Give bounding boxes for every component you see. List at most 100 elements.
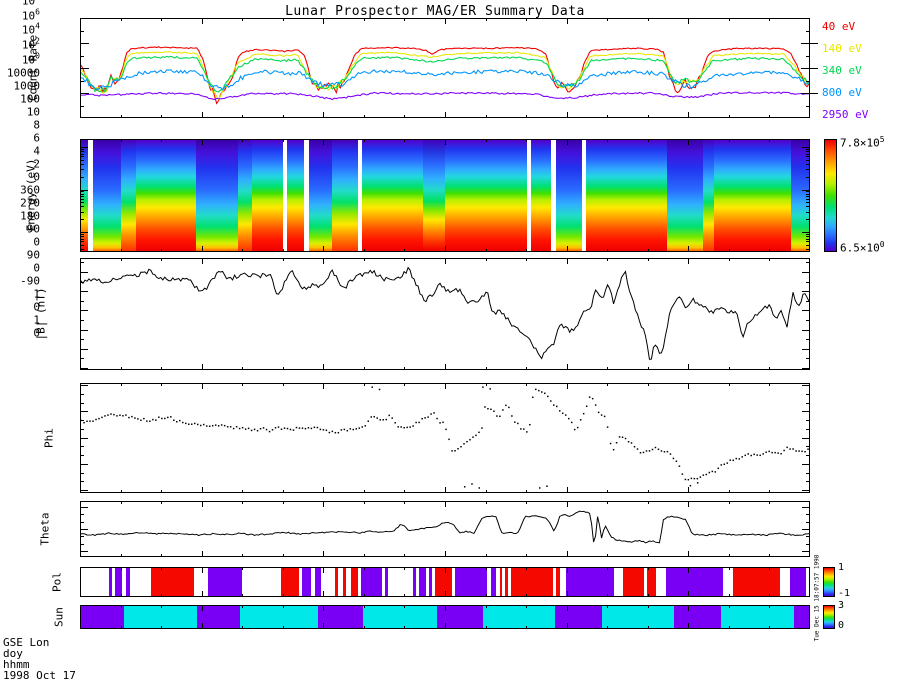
x-minor-tick (607, 501, 609, 504)
phi-dot (298, 427, 301, 429)
phi-dot (343, 428, 346, 431)
x-major-tick (201, 605, 203, 611)
phi-dot (436, 417, 438, 420)
y-tick (801, 43, 810, 44)
x-minor-tick (120, 567, 122, 570)
y-tick (80, 300, 84, 302)
phi-dot (355, 428, 358, 430)
gse-lon-value: 325 (0, 385, 450, 398)
spectrogram-column (252, 140, 283, 251)
y-tick (806, 176, 810, 178)
x-minor-tick (526, 249, 528, 252)
phi-dot (573, 428, 576, 431)
hhmm-value: 0600 (0, 567, 450, 580)
x-minor-tick (120, 626, 122, 629)
pol-segment (790, 568, 807, 596)
phi-dot (280, 428, 283, 430)
x-minor-tick (161, 626, 163, 629)
energy-tick-label: 10000 (6, 66, 40, 80)
phi-dot (603, 415, 606, 418)
x-major-tick (566, 605, 568, 611)
x-minor-tick (120, 554, 122, 557)
x-minor-tick (647, 605, 649, 608)
phi-dot (780, 452, 782, 455)
phi-dot (753, 453, 755, 456)
pol-segment (560, 568, 566, 596)
phi-dot (128, 416, 130, 419)
spectrogram-column (586, 140, 668, 251)
phi-dot (238, 427, 241, 430)
phi-dot (331, 430, 334, 433)
x-minor-tick (769, 367, 771, 370)
x-minor-tick (242, 115, 244, 118)
y-tick (80, 198, 84, 200)
pol-segment (565, 568, 614, 596)
y-tick (80, 529, 88, 530)
pol-segment (487, 568, 491, 596)
b-tick-label: 6 (33, 131, 40, 145)
pol-tick-label: 1 (33, 287, 40, 301)
data-line (81, 510, 809, 544)
y-tick (802, 272, 810, 273)
count-rate-tick-label: 102 (21, 36, 40, 52)
x-major-tick (445, 605, 446, 611)
x-major-tick (80, 591, 81, 597)
phi-dot (804, 450, 806, 453)
y-tick-outer (810, 43, 818, 44)
x-major-tick (323, 112, 325, 118)
phi-dot (283, 427, 286, 429)
spectrogram-column (135, 140, 197, 251)
sun-segment (720, 606, 794, 628)
sun-segment (674, 606, 721, 628)
x-major-tick (201, 18, 203, 24)
x-minor-tick (526, 18, 528, 21)
x-minor-tick (769, 605, 771, 608)
x-major-tick (323, 364, 325, 370)
sun-colorbar-min: 0 (838, 620, 845, 631)
phi-dot (271, 429, 274, 431)
sun-segment (793, 606, 809, 628)
phi-dot (798, 450, 800, 452)
phi-dot (409, 426, 411, 428)
y-tick (80, 348, 88, 350)
x-minor-tick (363, 626, 365, 629)
x-minor-tick (647, 383, 649, 386)
x-major-tick (566, 112, 568, 118)
pol-segment (510, 568, 554, 596)
y-tick (802, 551, 810, 552)
phi-dot (110, 413, 112, 415)
y-tick (802, 463, 810, 465)
phi-dot (526, 431, 528, 433)
phi-dot (606, 426, 609, 428)
pol-segment (431, 568, 435, 596)
y-tick (806, 163, 810, 165)
phi-dot (723, 463, 726, 466)
y-tick (80, 411, 88, 413)
phi-dot (720, 464, 723, 466)
spectrogram-data-gap (581, 140, 587, 251)
phi-dot (277, 426, 280, 428)
x-minor-tick (526, 567, 528, 570)
y-tick (80, 176, 84, 178)
spectrogram-column (667, 140, 704, 251)
y-tick (806, 233, 810, 235)
x-minor-tick (607, 554, 609, 557)
phi-dot (274, 427, 277, 429)
x-major-tick (445, 551, 446, 557)
phi-dot (532, 396, 534, 399)
phi-dot (699, 476, 702, 478)
y-tick (80, 238, 84, 240)
count-rate-panel (80, 18, 810, 118)
x-minor-tick (607, 249, 609, 252)
y-tick (80, 156, 84, 158)
phi-dot (639, 452, 642, 454)
y-tick (80, 385, 88, 386)
x-major-tick (80, 258, 81, 264)
phi-dot (256, 429, 259, 432)
phi-dot (759, 454, 761, 457)
phi-dot (669, 453, 672, 455)
phi-dot (190, 423, 193, 425)
y-tick (80, 193, 84, 195)
phi-dot (771, 451, 773, 454)
phi-dot (588, 396, 591, 398)
